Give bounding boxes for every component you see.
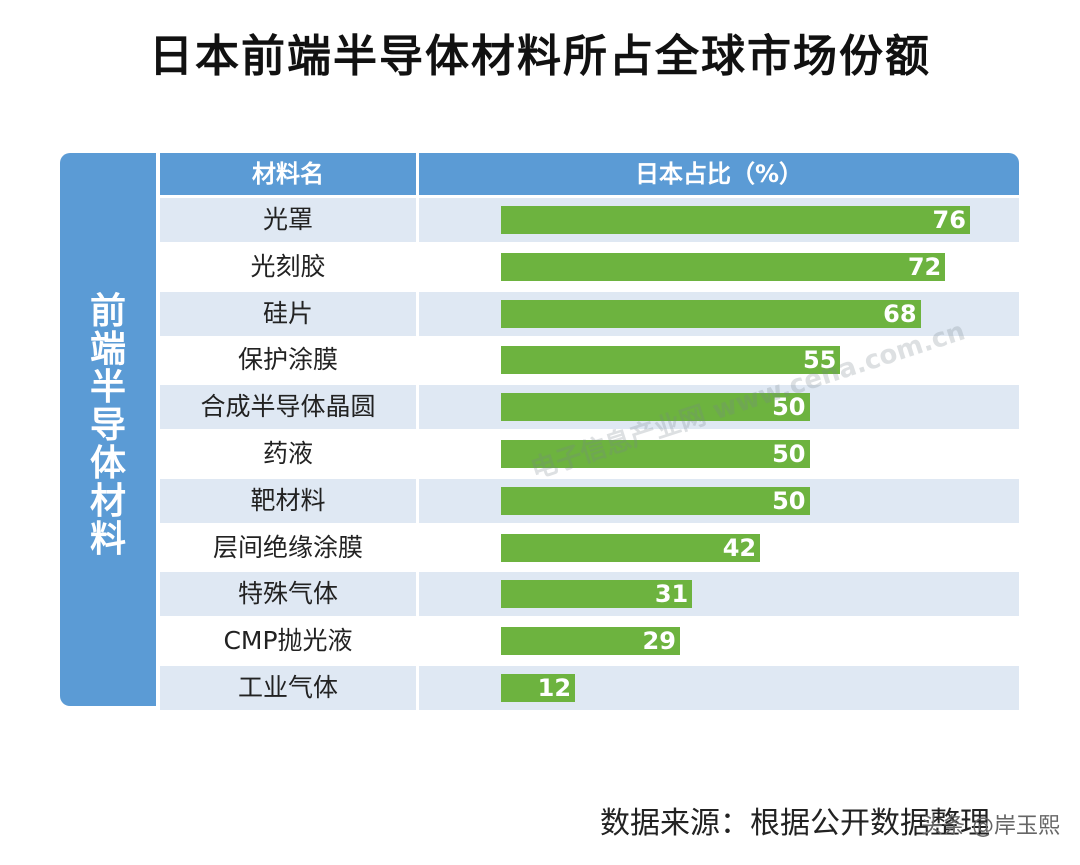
material-name: CMP抛光液 (223, 626, 353, 656)
material-name: 光刻胶 (250, 251, 326, 281)
bar-value-label: 50 (772, 486, 806, 515)
material-name: 药液 (262, 439, 313, 468)
bar-value-label: 68 (883, 299, 917, 328)
bar: 31 (501, 580, 693, 609)
bar: 72 (501, 252, 946, 281)
bar-value-label: 31 (654, 580, 689, 609)
bar-cell: 50 (419, 385, 1019, 430)
column-header-share: 日本占比（%） (419, 153, 1019, 195)
table-row: 工业气体 12 (160, 666, 1019, 710)
bar-cell: 50 (419, 478, 1019, 523)
table-row: 合成半导体晶圆 50 (160, 385, 1019, 430)
bar: 50 (501, 486, 810, 515)
material-name: 特殊气体 (160, 572, 416, 617)
material-name: 光罩 (160, 198, 416, 242)
bar-cell: 31 (419, 572, 1019, 617)
bar: 29 (501, 627, 680, 656)
bar-cell: 29 (419, 619, 1019, 663)
source-note: 数据来源：根据公开数据整理 (600, 806, 990, 841)
material-name: 靶材料 (160, 478, 416, 523)
bar-cell: 12 (419, 666, 1019, 710)
bar-cell: 50 (419, 432, 1019, 476)
bar: 76 (501, 206, 970, 234)
bar: 50 (501, 393, 810, 422)
bar-cell: 72 (419, 245, 1019, 289)
bar: 68 (501, 299, 921, 328)
chart-title: 日本前端半导体材料所占全球市场份额 (149, 31, 931, 82)
bar: 12 (501, 674, 576, 702)
table-row: 保护涂膜 55 (160, 338, 1019, 382)
bar: 50 (501, 440, 810, 468)
bar-value-label: 29 (642, 627, 676, 656)
material-name: 层间绝缘涂膜 (212, 532, 363, 562)
bar-cell: 68 (419, 291, 1019, 336)
side-category-label: 前端半导体材料 (90, 291, 127, 560)
table-row: 光罩 76 (160, 198, 1019, 242)
table-row: 特殊气体 31 (160, 572, 1019, 617)
bar-value-label: 12 (537, 674, 572, 702)
table-row: 层间绝缘涂膜 42 (160, 526, 1019, 570)
bar-cell: 55 (419, 338, 1019, 382)
table-row: 靶材料 50 (160, 478, 1019, 523)
table-row: 药液 50 (160, 432, 1019, 476)
column-header-material: 材料名 (160, 153, 416, 195)
bar: 42 (501, 533, 761, 562)
table-row: 光刻胶 72 (160, 245, 1019, 289)
bar-value-label: 50 (772, 440, 806, 468)
material-name: 硅片 (160, 291, 416, 336)
material-name: 合成半导体晶圆 (160, 385, 416, 430)
bar-value-label: 76 (932, 206, 966, 234)
bar-value-label: 55 (802, 346, 837, 375)
bar-cell: 76 (419, 198, 1019, 242)
side-category: 前端半导体材料 (60, 153, 156, 706)
bar-value-label: 42 (722, 533, 757, 562)
bar-value-label: 72 (907, 252, 942, 281)
bar-value-label: 50 (772, 393, 806, 422)
bar: 55 (501, 346, 841, 375)
corner-credit: 头条 @岸玉熙 (921, 814, 1060, 839)
material-name: 工业气体 (160, 666, 416, 710)
table-row: CMP抛光液 29 (160, 619, 1019, 663)
material-name: 保护涂膜 (237, 345, 338, 375)
bar-cell: 42 (419, 526, 1019, 570)
table-row: 硅片 68 (160, 291, 1019, 336)
